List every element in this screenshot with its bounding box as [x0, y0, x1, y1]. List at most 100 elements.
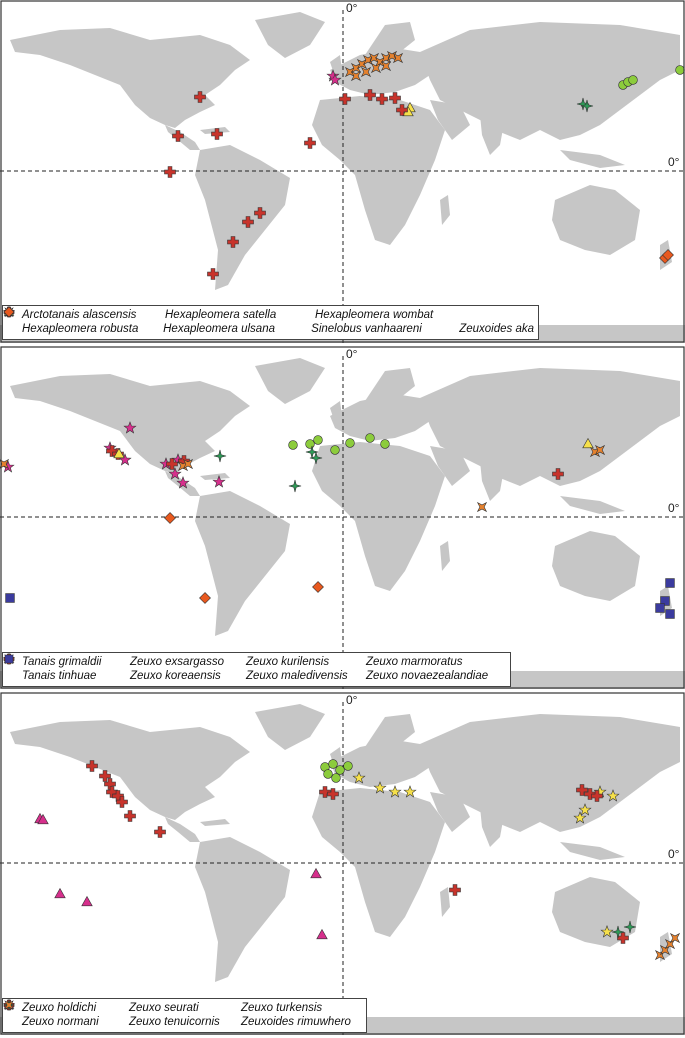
legend-item: Zeuxo holdichi — [4, 1000, 114, 1014]
landmass — [420, 22, 680, 140]
square-icon — [4, 654, 363, 682]
map-panel-1: 0° 0° Arctotanais alascensis Hexapleomera… — [0, 0, 685, 343]
record-plus — [552, 468, 564, 480]
record-cross — [380, 60, 392, 72]
record-circle — [628, 75, 638, 85]
record-plus — [194, 91, 206, 103]
record-plus — [154, 826, 166, 838]
legend-item: Arctotanais alascensis — [4, 307, 150, 321]
legend-item: Zeuxo seurati — [3, 999, 226, 1014]
record-star4 — [213, 449, 227, 463]
record-star — [573, 811, 587, 824]
meridian-label: 0° — [346, 347, 358, 361]
record-diamond — [662, 249, 674, 261]
panel-frame — [0, 692, 685, 1035]
record-cross — [350, 62, 362, 74]
landmass — [195, 145, 290, 290]
legend-item: Zeuxo normani — [3, 999, 114, 1028]
legend-item: Tanais grimaldii — [4, 654, 115, 668]
record-plus — [211, 128, 223, 140]
triangle-icon — [3, 306, 162, 321]
record-cross — [370, 62, 382, 74]
record-circle — [330, 445, 340, 455]
landmass — [480, 461, 505, 501]
record-plus — [242, 216, 254, 228]
star-icon — [3, 999, 238, 1014]
legend-item: Sinelobus vanhaareni — [4, 307, 444, 335]
record-plus — [124, 810, 136, 822]
diamond-symbol — [3, 306, 15, 318]
legend-item: Tanais tinhuae — [3, 653, 115, 682]
landmass — [365, 368, 415, 404]
landmass — [420, 714, 680, 832]
star4-icon — [3, 306, 160, 335]
landmass — [195, 837, 290, 982]
map-panel-3: 0° 0° Zeuxo holdichi Zeuxo seurati Zeuxo … — [0, 692, 685, 1035]
record-square — [5, 593, 15, 603]
record-triangle — [37, 813, 49, 825]
landmass — [440, 195, 450, 225]
record-square — [665, 578, 675, 588]
record-plus — [304, 137, 316, 149]
landmass — [200, 819, 230, 826]
record-star4 — [309, 451, 323, 465]
record-cross — [392, 52, 404, 64]
legend-item: Zeuxo kurilensis — [3, 653, 351, 668]
record-star4 — [623, 920, 637, 934]
world-map-2: 0° 0° — [0, 346, 685, 689]
record-cross — [669, 932, 681, 944]
record-cross — [476, 501, 488, 513]
record-star — [212, 475, 226, 488]
record-plus — [207, 268, 219, 280]
record-circle — [328, 759, 338, 769]
world-map-3: 0° 0° — [0, 692, 685, 1035]
meridian-label: 0° — [346, 693, 358, 707]
record-circle — [345, 438, 355, 448]
record-circle — [380, 439, 390, 449]
landmass — [10, 720, 250, 820]
record-diamond — [199, 592, 211, 604]
landmass — [560, 842, 625, 860]
landmass — [255, 704, 325, 750]
record-star — [373, 781, 387, 794]
legend-item: Zeuxoides rimuwhero — [4, 1000, 351, 1028]
record-plus — [327, 788, 339, 800]
legend-item: Zeuxo turkensis — [3, 999, 322, 1014]
landmass — [330, 394, 440, 441]
map-panel-2: 0° 0° Tanais grimaldii Zeuxo exsargasso Z… — [0, 346, 685, 689]
record-circle — [313, 435, 323, 445]
record-plus — [339, 93, 351, 105]
record-triangle — [113, 447, 125, 459]
record-square — [665, 609, 675, 619]
record-plus — [376, 93, 388, 105]
legend-item: Hexapleomera satella — [3, 306, 300, 321]
record-circle — [675, 65, 685, 75]
record-plus — [254, 207, 266, 219]
record-cross — [589, 446, 601, 458]
record-triangle — [316, 928, 328, 940]
record-circle — [335, 765, 345, 775]
landmass — [480, 807, 505, 847]
equator-label: 0° — [668, 847, 680, 861]
record-triangle — [54, 887, 66, 899]
legend-item: Hexapleomera robusta — [3, 306, 148, 335]
legend-item: Zeuxo koreaensis — [3, 653, 231, 682]
record-cross — [356, 58, 368, 70]
record-diamond — [164, 512, 176, 524]
equator-label: 0° — [668, 501, 680, 515]
equator-label: 0° — [668, 155, 680, 169]
record-plus — [99, 770, 111, 782]
record-triangle — [310, 867, 322, 879]
legend-item: Zeuxo novaezealandiae — [4, 654, 488, 682]
record-square — [660, 596, 670, 606]
landmass — [560, 150, 625, 168]
record-plus — [164, 166, 176, 178]
record-star4 — [611, 925, 625, 939]
record-plus — [172, 130, 184, 142]
square-symbol — [4, 654, 14, 664]
legend-item: Zeuxo maledivensis — [4, 654, 351, 682]
landmass — [255, 358, 325, 404]
legend-item: Zeuxo marmoratus — [3, 653, 463, 668]
diamond-icon — [3, 653, 363, 668]
landmass — [365, 714, 415, 750]
